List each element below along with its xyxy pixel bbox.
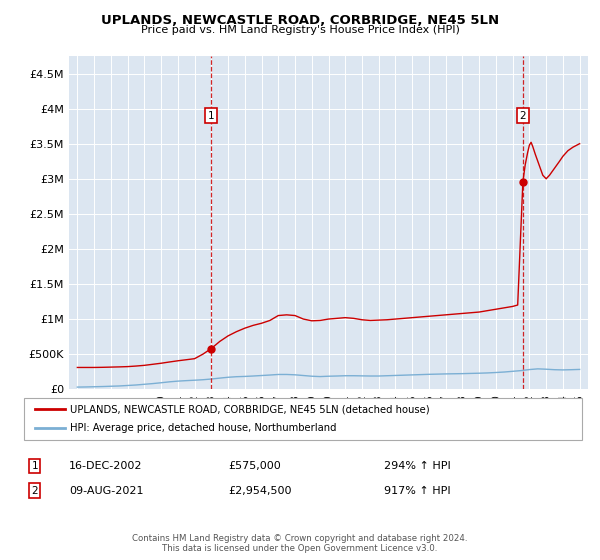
Text: £575,000: £575,000 — [228, 461, 281, 471]
Text: Contains HM Land Registry data © Crown copyright and database right 2024.
This d: Contains HM Land Registry data © Crown c… — [132, 534, 468, 553]
Text: 16-DEC-2002: 16-DEC-2002 — [69, 461, 143, 471]
Text: HPI: Average price, detached house, Northumberland: HPI: Average price, detached house, Nort… — [70, 423, 336, 433]
Text: UPLANDS, NEWCASTLE ROAD, CORBRIDGE, NE45 5LN (detached house): UPLANDS, NEWCASTLE ROAD, CORBRIDGE, NE45… — [70, 404, 429, 414]
Text: 2: 2 — [31, 486, 38, 496]
Text: 09-AUG-2021: 09-AUG-2021 — [69, 486, 143, 496]
Text: 917% ↑ HPI: 917% ↑ HPI — [384, 486, 451, 496]
Text: Price paid vs. HM Land Registry's House Price Index (HPI): Price paid vs. HM Land Registry's House … — [140, 25, 460, 35]
Text: UPLANDS, NEWCASTLE ROAD, CORBRIDGE, NE45 5LN: UPLANDS, NEWCASTLE ROAD, CORBRIDGE, NE45… — [101, 14, 499, 27]
Text: 1: 1 — [31, 461, 38, 471]
Text: 1: 1 — [208, 111, 214, 120]
Text: 294% ↑ HPI: 294% ↑ HPI — [384, 461, 451, 471]
Text: 2: 2 — [520, 111, 526, 120]
Text: £2,954,500: £2,954,500 — [228, 486, 292, 496]
